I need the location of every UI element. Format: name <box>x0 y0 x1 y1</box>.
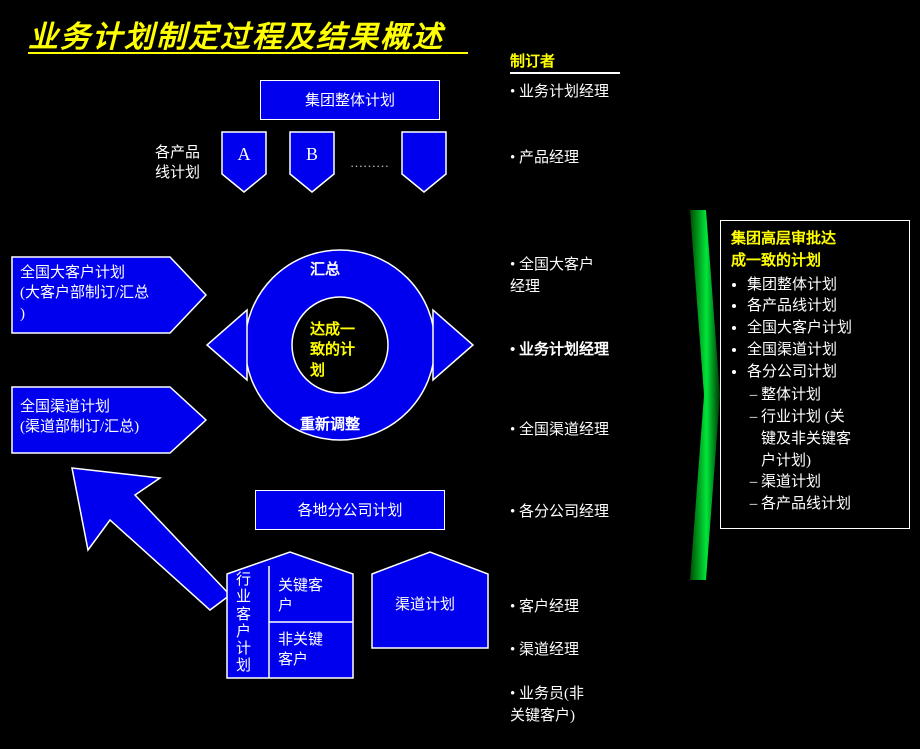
panel-subitem: 渠道计划 <box>761 472 899 494</box>
cycle-top-label: 汇总 <box>310 260 340 280</box>
pentagon-a: A <box>220 130 276 196</box>
box-branch-plan: 各地分公司计划 <box>255 490 445 530</box>
role-5: 全国渠道经理 <box>510 420 609 442</box>
role-6: 各分公司经理 <box>510 502 609 524</box>
preparer-underline <box>510 72 620 74</box>
green-chevron-icon <box>690 210 720 580</box>
bottom-col1: 行 业 客 户 计 划 <box>236 572 251 676</box>
panel-item: 各产品线计划 <box>747 296 899 318</box>
preparer-heading: 制订者 <box>510 50 555 71</box>
svg-text:B: B <box>306 144 318 164</box>
panel-heading: 集团高层审批达 成一致的计划 <box>731 229 899 273</box>
panel-subitem: 整体计划 <box>761 385 899 407</box>
cycle-bottom-label: 重新调整 <box>300 415 360 435</box>
panel-item: 全国大客户计划 <box>747 318 899 340</box>
role-7: 客户经理 渠道经理 业务员(非 关键客户) <box>510 575 584 749</box>
feedback-arrow <box>40 450 240 630</box>
bottom-col2b: 非关键 客户 <box>278 630 323 671</box>
bottom-col2a: 关键客 户 <box>278 576 323 617</box>
role-3: 全国大客户 经理 <box>510 255 594 299</box>
panel-subitem: 各产品线计划 <box>761 494 899 516</box>
product-line-label: 各产品 线计划 <box>155 143 200 184</box>
title-underline <box>28 52 468 54</box>
panel-item: 全国渠道计划 <box>747 340 899 362</box>
role-1: 业务计划经理 <box>510 82 609 104</box>
left-box-2-label: 全国渠道计划 (渠道部制订/汇总) <box>20 397 139 438</box>
role-2: 产品经理 <box>510 148 579 170</box>
dots-label: ……… <box>350 155 389 171</box>
cycle-center-label: 达成一 致的计 划 <box>310 320 355 381</box>
bottom-col3: 渠道计划 <box>395 595 455 615</box>
panel-subitem: 行业计划 (关 键及非关键客 户计划) <box>761 407 899 472</box>
page-title: 业务计划制定过程及结果概述 <box>28 12 444 56</box>
svg-text:A: A <box>238 144 251 164</box>
panel-item: 各分公司计划 整体计划 行业计划 (关 键及非关键客 户计划) 渠道计划 各产品… <box>747 362 899 516</box>
role-4: 业务计划经理 <box>510 340 609 362</box>
left-box-1-label: 全国大客户计划 (大客户部制订/汇总 ) <box>20 263 149 324</box>
pentagon-blank <box>400 130 456 196</box>
pentagon-b: B <box>288 130 344 196</box>
panel-list: 集团整体计划 各产品线计划 全国大客户计划 全国渠道计划 各分公司计划 整体计划… <box>731 275 899 516</box>
approval-panel: 集团高层审批达 成一致的计划 集团整体计划 各产品线计划 全国大客户计划 全国渠… <box>720 220 910 529</box>
box-group-plan: 集团整体计划 <box>260 80 440 120</box>
panel-item: 集团整体计划 <box>747 275 899 297</box>
